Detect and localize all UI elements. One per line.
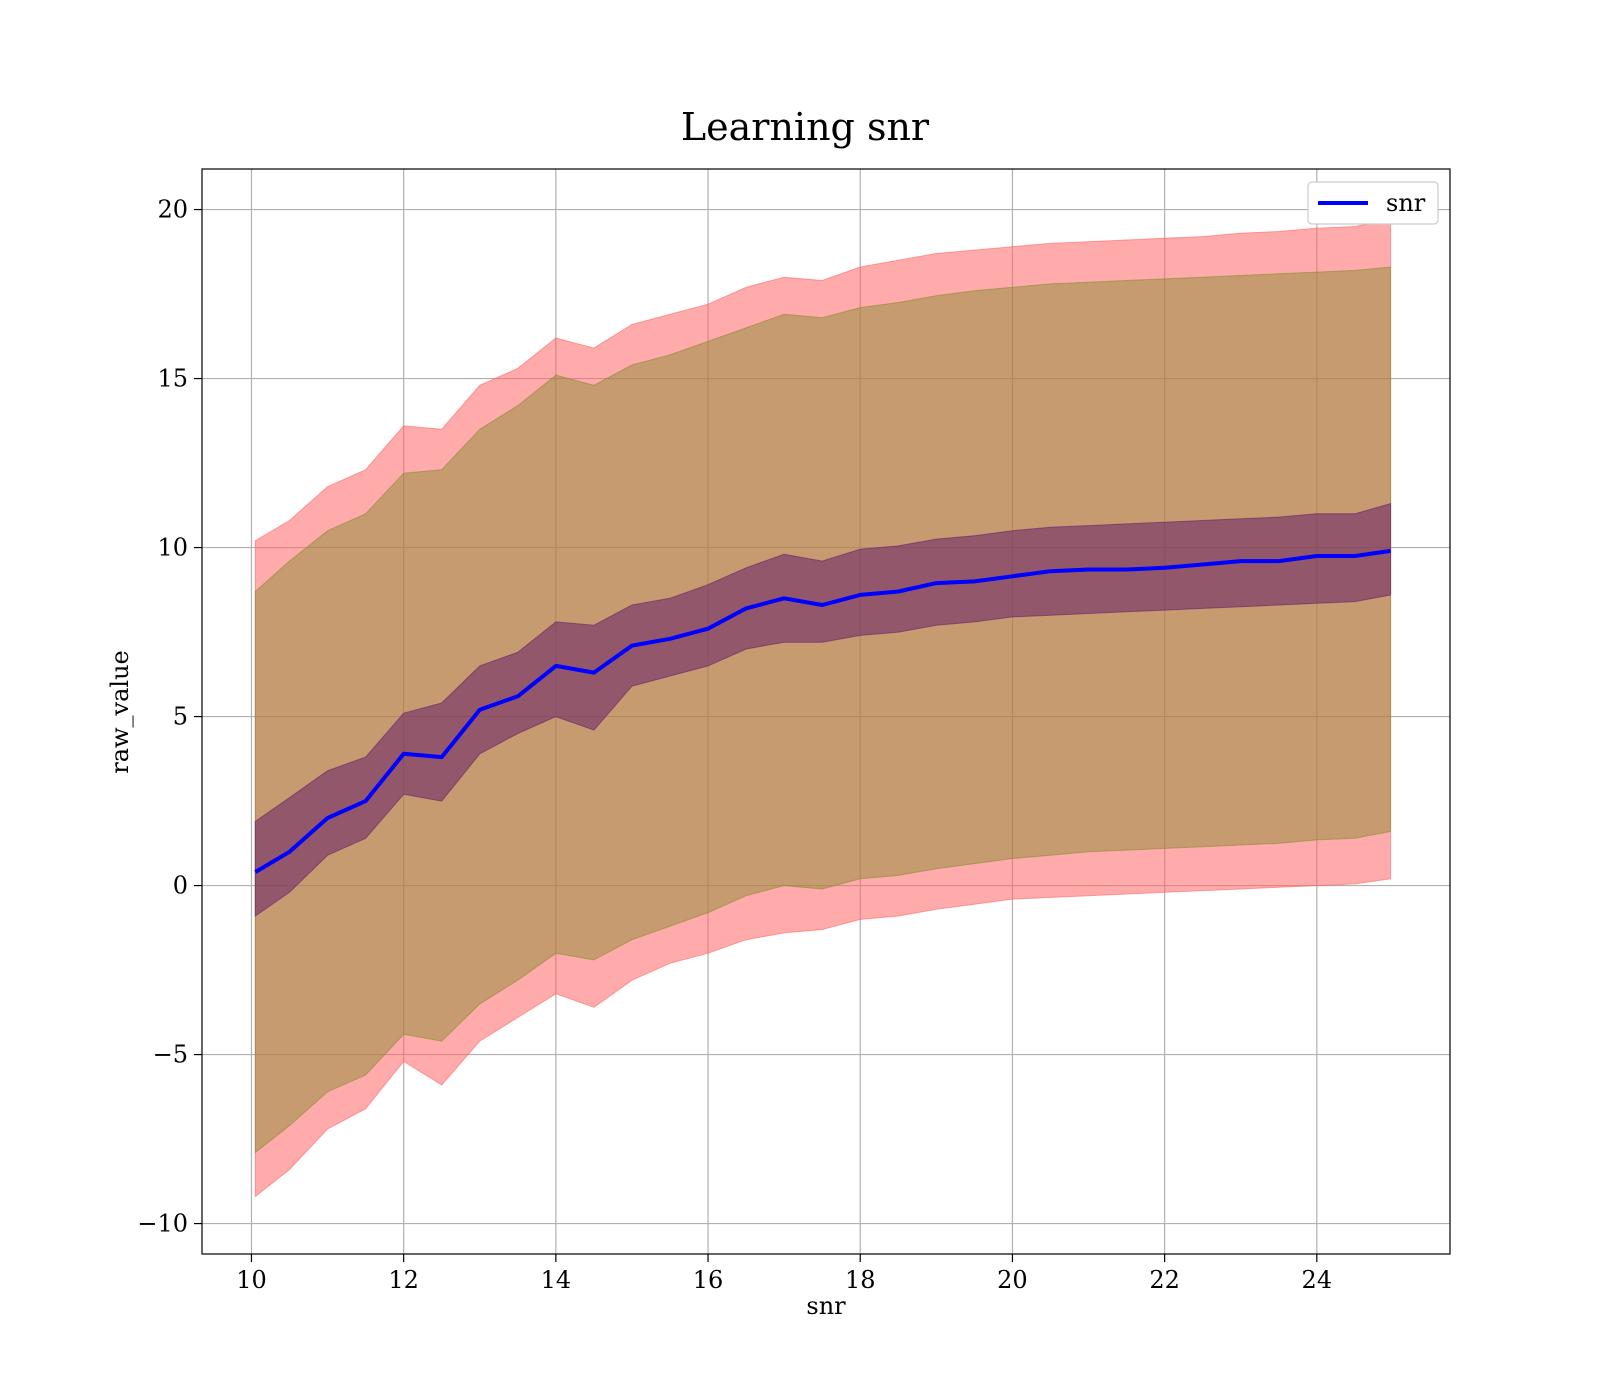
- x-axis-label: snr: [806, 1292, 846, 1320]
- y-tick-label: −5: [153, 1041, 188, 1069]
- confidence-bands: [254, 219, 1392, 1198]
- legend-box: [1307, 181, 1439, 225]
- series-line-snr: [254, 548, 1391, 874]
- y-tick-label: 20: [157, 196, 188, 224]
- y-tick-label: −10: [137, 1210, 188, 1238]
- x-tick-label: 20: [997, 1266, 1028, 1294]
- x-tick-label: 14: [541, 1266, 572, 1294]
- y-axis-ticks: −10 −5 0 5 10 15 20: [137, 196, 202, 1238]
- band-inner: [254, 502, 1392, 917]
- band-middle: [254, 266, 1392, 1154]
- legend: snr: [1307, 181, 1439, 225]
- x-tick-label: 12: [388, 1266, 419, 1294]
- series-lines: [254, 548, 1391, 874]
- y-tick-label: 5: [173, 703, 188, 731]
- x-tick-label: 16: [693, 1266, 724, 1294]
- y-tick-label: 15: [157, 365, 188, 393]
- chart-title: Learning snr: [681, 105, 930, 149]
- plot-frame: [201, 168, 1451, 1255]
- x-tick-label: 22: [1149, 1266, 1180, 1294]
- y-tick-label: 10: [157, 534, 188, 562]
- legend-label-snr: snr: [1386, 189, 1426, 217]
- y-tick-label: 0: [173, 872, 188, 900]
- x-tick-label: 24: [1302, 1266, 1333, 1294]
- y-axis-label: raw_value: [106, 650, 134, 774]
- x-axis-ticks: 10 12 14 16 18 20 22 24: [236, 1254, 1332, 1294]
- x-tick-label: 10: [236, 1266, 267, 1294]
- x-tick-label: 18: [845, 1266, 876, 1294]
